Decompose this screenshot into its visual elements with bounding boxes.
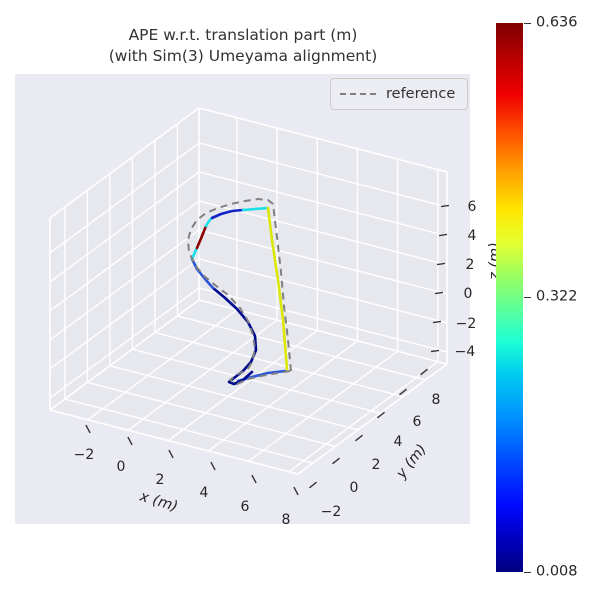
estimate-trajectory-segment [241, 206, 270, 212]
colorbar-tick-max [524, 23, 531, 24]
x-axis-ticks: −2 0 2 4 6 8 [74, 424, 299, 528]
colorbar-label-mid: 0.322 [536, 288, 578, 305]
y-tick-label: 2 [372, 457, 381, 473]
x-tick-label: −2 [74, 447, 95, 463]
colorbar-label-max: 0.636 [536, 14, 578, 31]
z-tick-label: 0 [464, 286, 473, 302]
x-tick-label: 2 [156, 472, 165, 488]
y-tick-label: 0 [350, 480, 359, 496]
floor-pane [50, 300, 447, 474]
z-tick-label: 4 [468, 228, 477, 244]
estimate-trajectory-segment [190, 246, 199, 261]
plot-title: APE w.r.t. translation part (m) (with Si… [13, 25, 473, 67]
z-tick-label: 2 [466, 257, 475, 273]
estimate-trajectory-segment [204, 216, 214, 228]
estimate-trajectory-segment [266, 206, 289, 371]
x-tick-label: 6 [241, 499, 250, 515]
z-tick-label: −4 [455, 344, 476, 360]
y-tick-label: 8 [432, 392, 441, 408]
z-axis-ticks: 6 4 2 0 −2 −4 [430, 199, 477, 360]
plot-title-line1: APE w.r.t. translation part (m) [128, 26, 358, 44]
y-tick-label: 4 [394, 434, 403, 450]
y-tick-label: 6 [413, 414, 422, 430]
estimate-trajectory-segment [195, 224, 208, 250]
estimate-trajectory-segment [210, 208, 245, 220]
colorbar-label-min: 0.008 [536, 563, 578, 580]
axes-box-edges [49, 107, 448, 475]
x-tick-label: 4 [200, 485, 209, 501]
right-pane [199, 108, 447, 364]
plot-title-line2: (with Sim(3) Umeyama alignment) [108, 47, 378, 65]
z-tick-label: 6 [468, 199, 477, 215]
legend-box: reference [330, 78, 468, 110]
colorbar-tick-mid [524, 297, 531, 298]
reference-trajectory [186, 197, 292, 386]
z-tick-label: −2 [456, 316, 477, 332]
estimate-trajectory-segment [211, 286, 258, 386]
grid-lines [49, 117, 448, 473]
colorbar [496, 23, 523, 572]
y-tick-label: −2 [321, 504, 342, 520]
legend-reference-label: reference [386, 86, 456, 102]
estimate-trajectory-segment [190, 257, 215, 290]
legend-reference-line-sample [340, 93, 376, 95]
estimate-trajectory [190, 206, 289, 386]
x-tick-label: 0 [117, 459, 126, 475]
colorbar-tick-min [524, 572, 531, 573]
x-tick-label: 8 [282, 512, 291, 528]
